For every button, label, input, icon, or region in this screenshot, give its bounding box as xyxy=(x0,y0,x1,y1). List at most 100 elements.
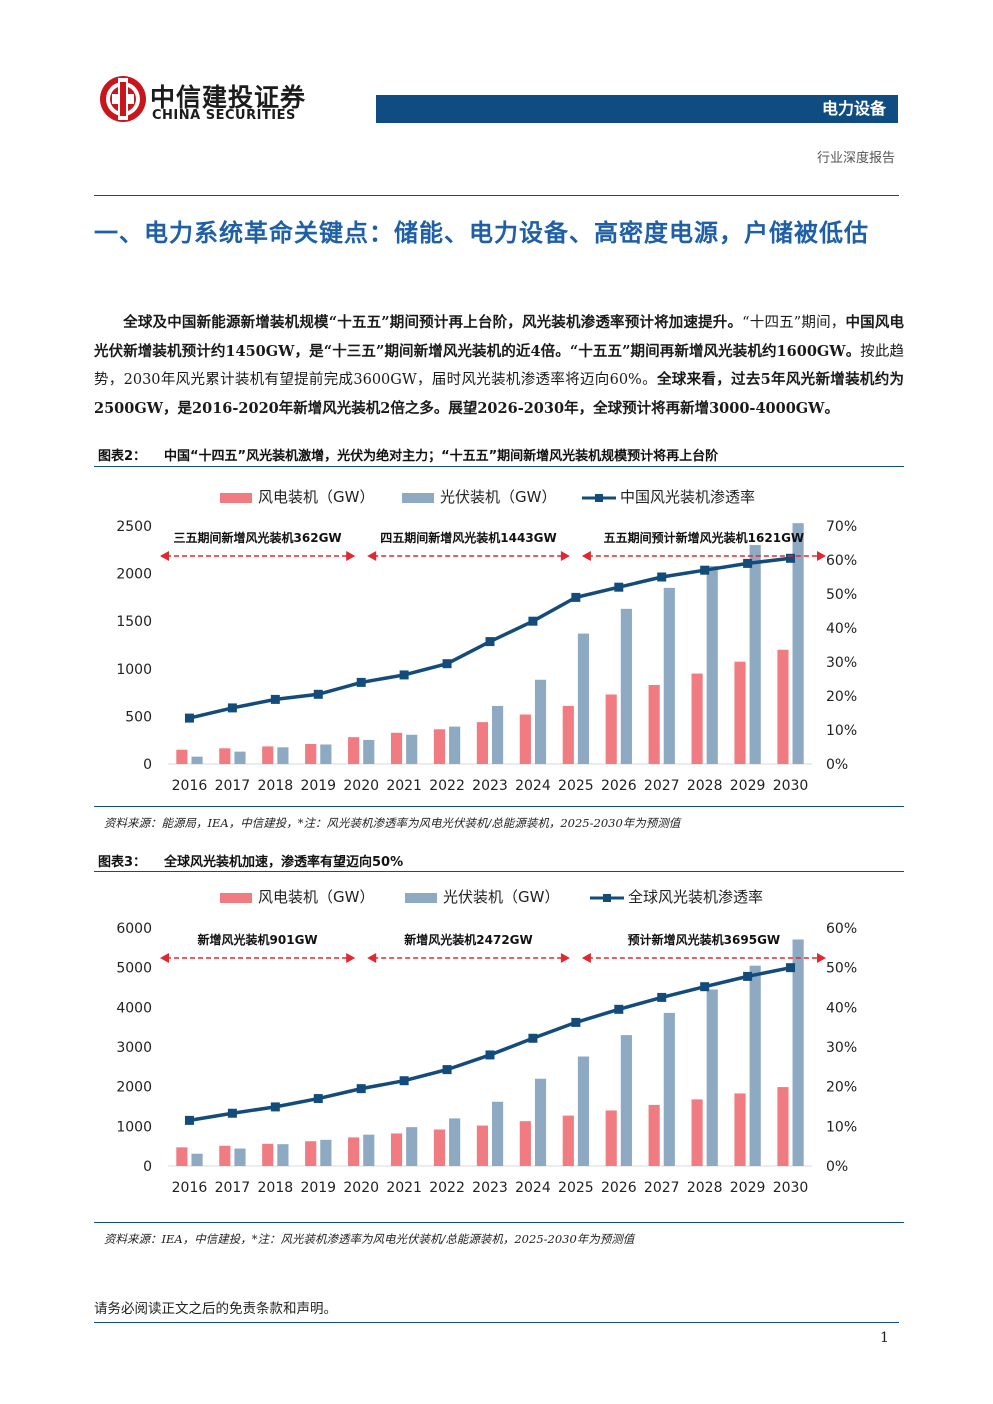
x-tick-label: 2019 xyxy=(300,778,336,794)
wind-bar xyxy=(262,1143,274,1166)
y-tick-label: 2500 xyxy=(116,519,152,535)
wind-swatch-icon xyxy=(220,492,252,503)
solar-bar xyxy=(234,751,246,764)
y2-tick-label: 30% xyxy=(826,655,857,671)
rate-point xyxy=(485,637,495,647)
y-tick-label: 2000 xyxy=(116,1080,152,1096)
arrow-left-icon xyxy=(367,551,377,561)
figure2-source: 资料来源：能源局，IEA，中信建投，*注：风光装机渗透率为风电光伏装机/总能源装… xyxy=(104,816,681,830)
y2-tick-label: 70% xyxy=(826,519,857,535)
legend-label-rate: 中国风光装机渗透率 xyxy=(620,488,756,506)
figure3-caption: 图表3： 全球风光装机加速，渗透率有望迈向50% xyxy=(98,851,403,870)
x-tick-label: 2027 xyxy=(644,1180,680,1196)
period-annotation-label: 三五期间新增风光装机362GW xyxy=(174,530,342,545)
solar-bar xyxy=(749,965,761,1166)
rate-point xyxy=(356,677,366,687)
x-tick-label: 2022 xyxy=(429,1180,465,1196)
y2-tick-label: 60% xyxy=(826,921,857,937)
wind-bar xyxy=(348,737,360,764)
wind-bar xyxy=(605,1110,617,1166)
figure2-bottom-rule xyxy=(94,806,904,807)
wind-bar xyxy=(390,732,403,764)
solar-bar xyxy=(663,1012,675,1166)
solar-bar xyxy=(363,739,375,764)
y2-tick-label: 10% xyxy=(826,1119,857,1135)
solar-bar xyxy=(620,608,632,764)
section-title: 一、电力系统革命关键点：储能、电力设备、高密度电源，户储被低估 xyxy=(94,219,869,247)
wind-swatch-icon xyxy=(220,892,252,903)
x-tick-label: 2020 xyxy=(343,1180,379,1196)
rate-point xyxy=(657,992,667,1002)
rate-point xyxy=(227,703,237,713)
wind-bar xyxy=(219,1145,231,1166)
figure2-title: 中国“十四五”风光装机激增，光伏为绝对主力；“十五五”期间新增风光装机规模预计将… xyxy=(164,449,719,464)
y2-tick-label: 60% xyxy=(826,553,857,569)
x-tick-label: 2023 xyxy=(472,1180,508,1196)
y-tick-label: 0 xyxy=(143,1159,152,1175)
figure2-top-rule xyxy=(94,466,904,467)
y-tick-label: 1000 xyxy=(116,1119,152,1135)
x-tick-label: 2026 xyxy=(601,778,637,794)
para-sentence-4: 按此趋势，2030年风光累计装机有望提前完成3600GW，届时风光装机渗透率将迈… xyxy=(94,343,905,389)
figure2-chart: 0 500 1000 1500 2000 2500 0% 10% 20% 30% 40% 50% 60%… xyxy=(116,519,857,794)
report-type: 行业深度报告 xyxy=(816,151,895,166)
x-tick-label: 2021 xyxy=(386,1180,422,1196)
company-logo-icon xyxy=(100,76,146,122)
arrow-left-icon xyxy=(581,551,591,561)
rate-point xyxy=(786,963,796,973)
rate-point xyxy=(399,1076,409,1086)
solar-bar xyxy=(620,1035,632,1166)
x-tick-label: 2024 xyxy=(515,778,551,794)
body-paragraph: 全球及中国新能源新增装机规模“十五五”期间预计再上台阶，风光装机渗透率预计将加速… xyxy=(94,309,904,423)
rate-point xyxy=(184,1115,194,1125)
y-tick-label: 3000 xyxy=(116,1040,152,1056)
rate-point xyxy=(270,1102,280,1112)
y2-tick-label: 50% xyxy=(826,587,857,603)
arrow-left-icon xyxy=(367,953,377,963)
figure3-bottom-rule xyxy=(94,1222,904,1223)
y-tick-label: 6000 xyxy=(116,921,152,937)
x-tick-label: 2020 xyxy=(343,778,379,794)
para-sentence-2: “十四五”期间， xyxy=(742,315,846,331)
wind-bar xyxy=(519,714,531,764)
wind-bar xyxy=(476,1125,488,1166)
footer-divider xyxy=(94,1322,899,1323)
wind-bar xyxy=(734,661,746,764)
wind-bar xyxy=(605,694,617,764)
page-number: 1 xyxy=(880,1330,889,1346)
figure3-title: 全球风光装机加速，渗透率有望迈向50% xyxy=(164,855,404,870)
company-name-en: CHINA SECURITIES xyxy=(152,108,296,123)
solar-bar xyxy=(706,565,718,764)
y2-tick-label: 0% xyxy=(826,1159,848,1175)
arrow-left-icon xyxy=(581,953,591,963)
rate-point xyxy=(743,971,753,981)
legend-item-wind: 风电装机（GW） xyxy=(220,886,374,907)
solar-bar xyxy=(406,734,418,764)
arrow-right-icon xyxy=(346,953,356,963)
x-tick-label: 2025 xyxy=(558,778,594,794)
solar-bar xyxy=(534,1078,547,1166)
arrow-left-icon xyxy=(160,551,169,561)
line-marker-icon xyxy=(582,493,616,502)
legend-label-wind: 风电装机（GW） xyxy=(258,488,375,506)
x-tick-label: 2025 xyxy=(558,1180,594,1196)
wind-bar xyxy=(648,1104,660,1166)
wind-bar xyxy=(648,684,660,764)
solar-bar xyxy=(449,726,461,764)
wind-bar xyxy=(476,722,488,764)
solar-bar xyxy=(492,1101,504,1166)
rate-point xyxy=(743,558,753,568)
legend-label-solar: 光伏装机（GW） xyxy=(443,888,560,906)
solar-bar xyxy=(792,939,804,1166)
arrow-right-icon xyxy=(560,953,570,963)
x-tick-label: 2028 xyxy=(687,1180,723,1196)
rate-point xyxy=(614,582,624,592)
wind-bar xyxy=(777,1087,789,1166)
solar-bar xyxy=(492,705,504,764)
solar-bar xyxy=(534,679,547,764)
y-tick-label: 1000 xyxy=(116,662,152,678)
rate-point xyxy=(270,694,280,704)
disclaimer-note: 请务必阅读正文之后的免责条款和声明。 xyxy=(94,1301,337,1317)
rate-point xyxy=(227,1108,237,1118)
x-tick-label: 2029 xyxy=(730,1180,766,1196)
